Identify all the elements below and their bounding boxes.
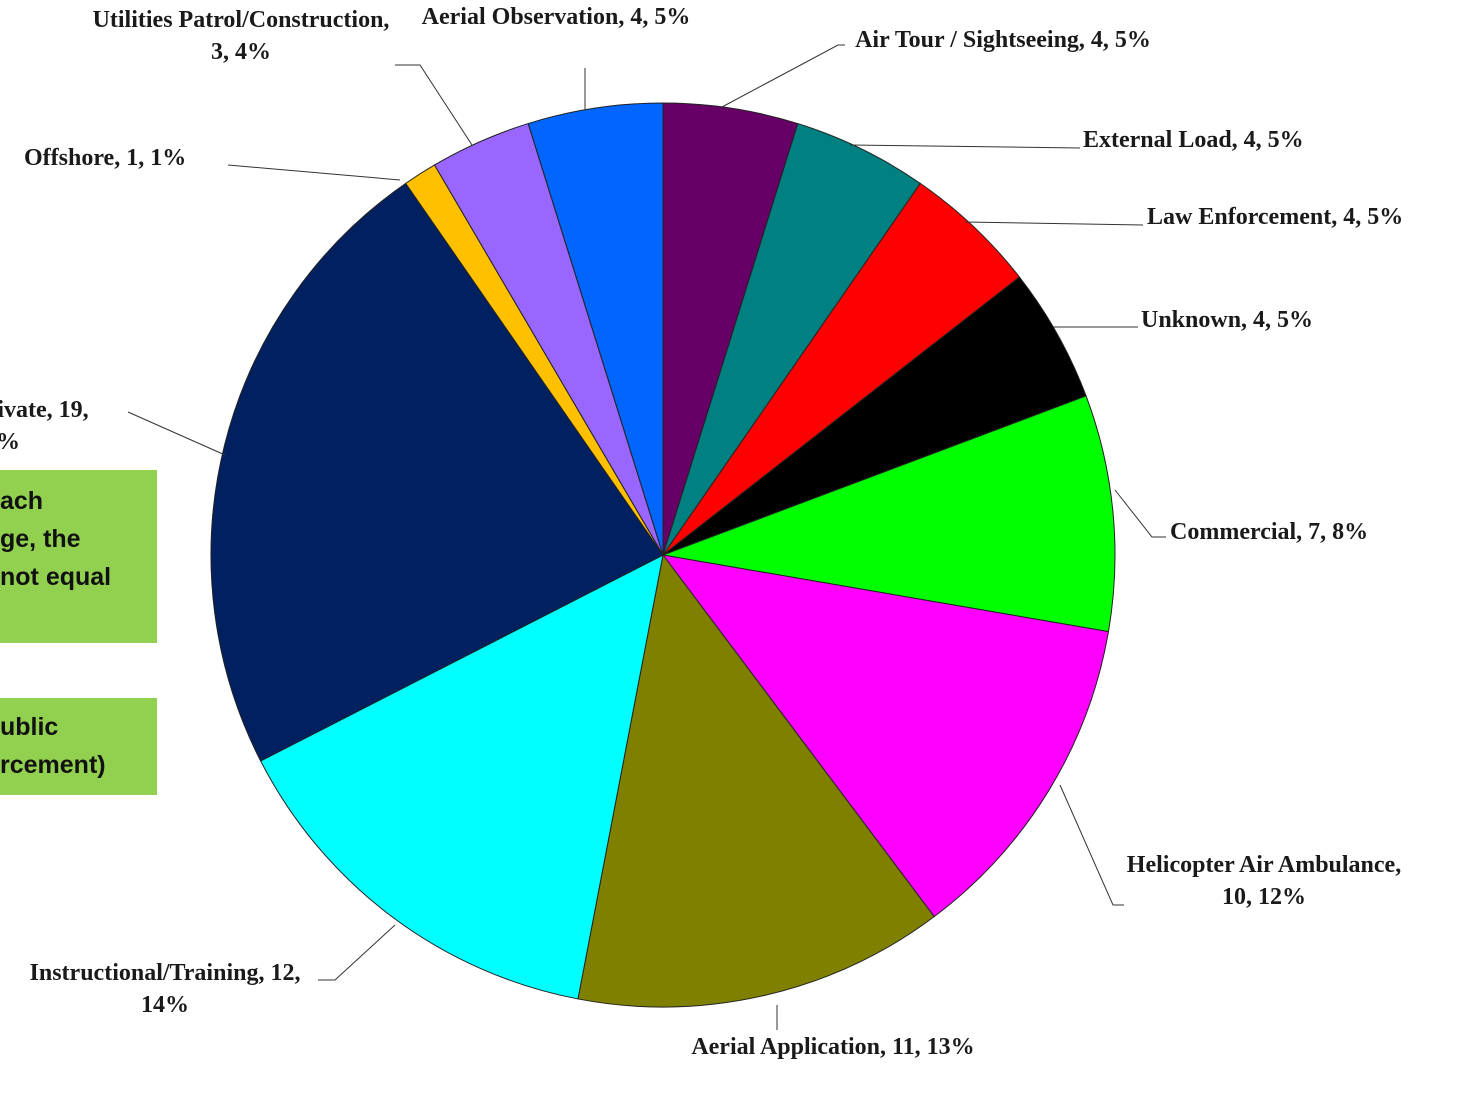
data-label: Utilities Patrol/Construction, 3, 4% (92, 7, 390, 65)
data-label: External Load, 4, 5% (1083, 127, 1304, 153)
annotation-box: ublic rcement) (0, 698, 157, 795)
leader-line (395, 64, 473, 146)
annotation-text: ach (0, 487, 44, 515)
pie-slice (577, 553, 935, 1008)
data-label: Aerial Application, 11, 13% (691, 1034, 975, 1060)
leader-line (849, 144, 1081, 149)
leader-line (318, 924, 396, 981)
data-label: Air Tour / Sightseeing, 4, 5% (855, 27, 1151, 53)
pie-slice (527, 102, 664, 556)
annotation-text: ge, the (0, 525, 81, 553)
leader-line (1059, 784, 1124, 906)
data-label: Aerial Observation, 4, 5% (421, 4, 691, 30)
annotation-text: rcement) (0, 751, 106, 779)
data-label: Unknown, 4, 5% (1141, 307, 1314, 333)
annotation-text: ublic (0, 713, 59, 741)
data-label: Offshore, 1, 1% (24, 145, 187, 171)
leader-line (127, 411, 226, 456)
pie-slice (661, 554, 1110, 918)
data-label: Helicopter Air Ambulance, 10, 12% (1126, 852, 1402, 910)
leader-line (721, 44, 845, 108)
leader-line (1114, 489, 1166, 538)
pie-slice (661, 395, 1116, 633)
pie-slice (210, 182, 664, 762)
data-label: Private, 19, 23% (0, 397, 89, 455)
annotation-box: ach ge, the not equal (0, 470, 157, 643)
annotation-text: not equal (0, 563, 112, 591)
data-label: Instructional/Training, 12, 14% (29, 960, 301, 1018)
data-label: Law Enforcement, 4, 5% (1147, 204, 1404, 230)
data-label: Commercial, 7, 8% (1170, 519, 1369, 545)
pie-slice (259, 554, 664, 1000)
leader-line (964, 221, 1144, 226)
leader-line (227, 164, 401, 181)
